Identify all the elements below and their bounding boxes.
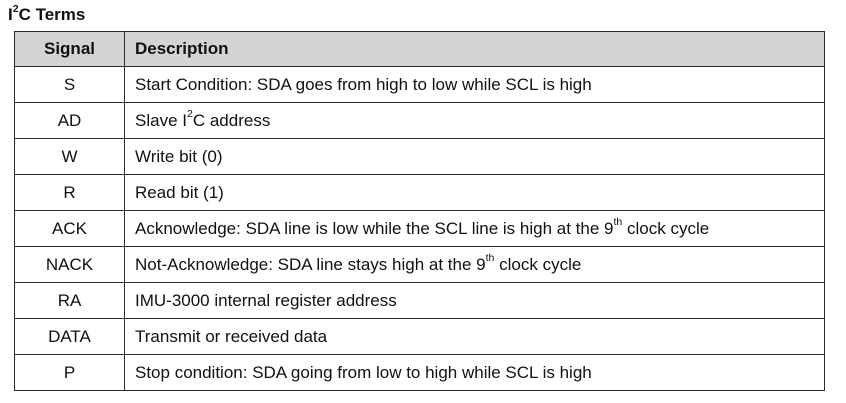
signal-cell: AD [14,102,125,139]
title-suffix: C Terms [18,5,86,24]
description-cell: Slave I2C address [124,102,825,139]
page-title: I2C Terms [8,2,86,26]
description-cell: Write bit (0) [124,138,825,175]
table-header-row: Signal Description [14,31,825,67]
description-cell: Not-Acknowledge: SDA line stays high at … [124,246,825,283]
table-row: S Start Condition: SDA goes from high to… [14,66,825,103]
description-cell: IMU-3000 internal register address [124,282,825,319]
description-column-header: Description [124,31,825,67]
table-row: R Read bit (1) [14,174,825,211]
description-cell: Start Condition: SDA goes from high to l… [124,66,825,103]
signal-cell: DATA [14,318,125,355]
table-row: P Stop condition: SDA going from low to … [14,354,825,391]
title-prefix: I [8,5,13,24]
signal-cell: RA [14,282,125,319]
signal-cell: W [14,138,125,175]
signal-cell: P [14,354,125,391]
table-row: NACK Not-Acknowledge: SDA line stays hig… [14,246,825,283]
signal-cell: NACK [14,246,125,283]
description-cell: Transmit or received data [124,318,825,355]
signal-cell: R [14,174,125,211]
description-cell: Stop condition: SDA going from low to hi… [124,354,825,391]
signal-column-header: Signal [14,31,125,67]
table-row: ACK Acknowledge: SDA line is low while t… [14,210,825,247]
i2c-terms-table: Signal Description S Start Condition: SD… [14,31,825,391]
table-row: RA IMU-3000 internal register address [14,282,825,319]
table-row: AD Slave I2C address [14,102,825,139]
table-row: DATA Transmit or received data [14,318,825,355]
title-superscript: 2 [12,2,19,15]
description-cell: Read bit (1) [124,174,825,211]
description-cell: Acknowledge: SDA line is low while the S… [124,210,825,247]
signal-cell: ACK [14,210,125,247]
table-row: W Write bit (0) [14,138,825,175]
signal-cell: S [14,66,125,103]
